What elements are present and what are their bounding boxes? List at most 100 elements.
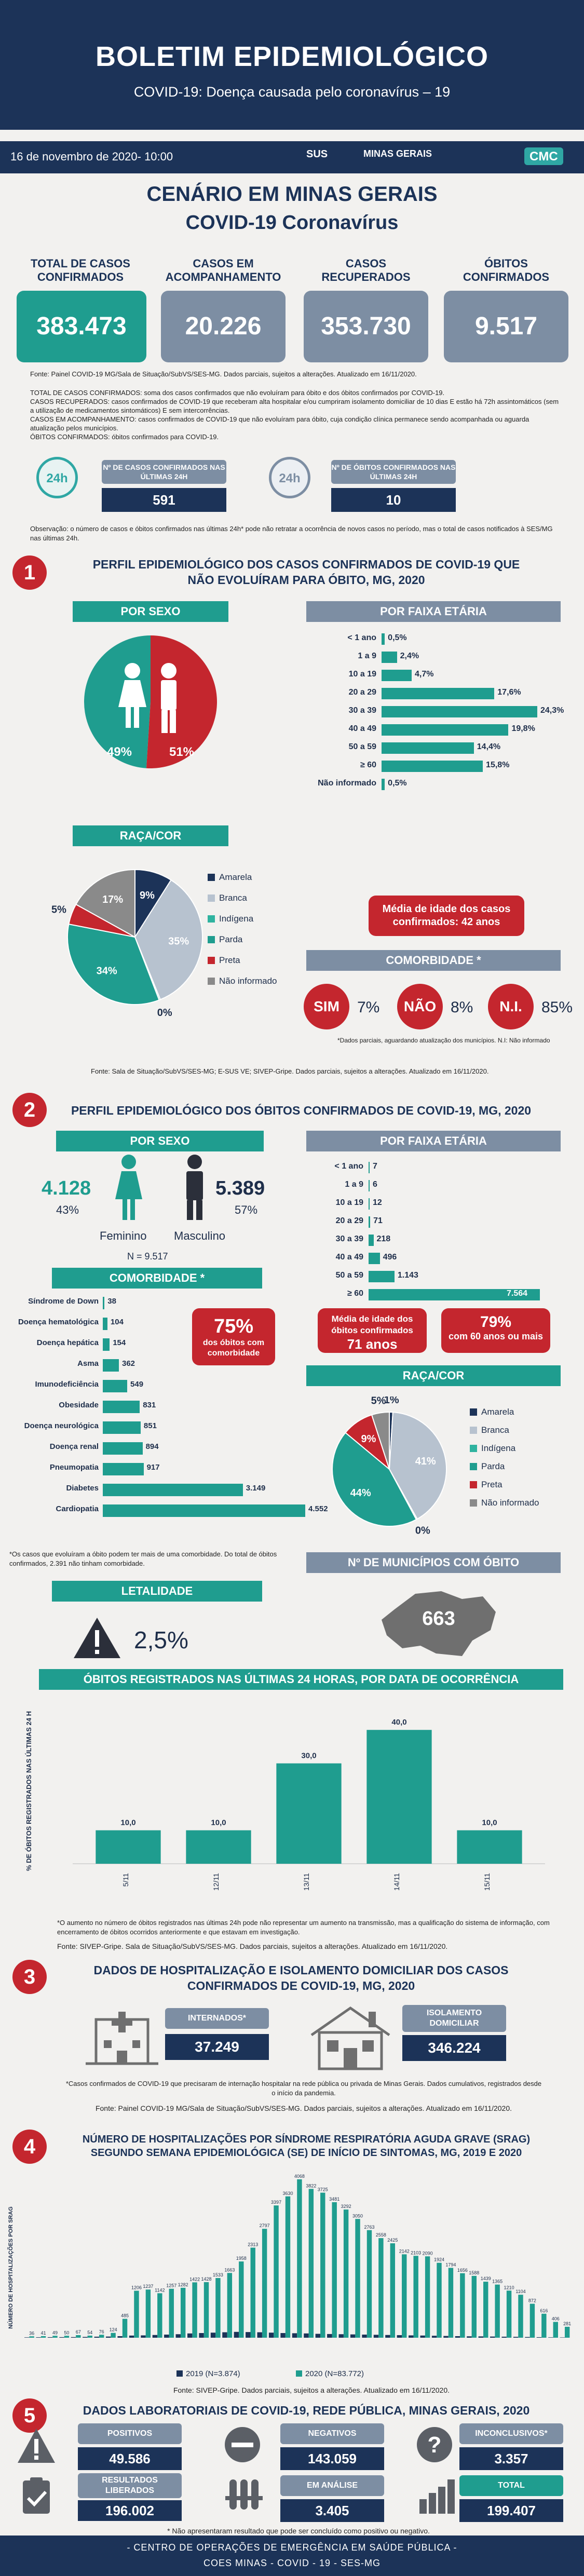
srag-bar-label: 3050 (352, 2213, 363, 2218)
bar (382, 633, 385, 645)
srag-bar-label: 1958 (236, 2256, 247, 2261)
legend-swatch (208, 978, 215, 985)
bar-label: 50 a 59 (335, 1271, 363, 1280)
srag-bar-label: 1794 (445, 2262, 456, 2267)
bar (369, 1198, 370, 1210)
srag-bar-2020 (285, 2196, 291, 2338)
srag-bar-label: 1588 (469, 2270, 479, 2275)
bar (382, 652, 397, 663)
legend-swatch (208, 915, 215, 923)
bar-label: 30 a 39 (335, 1235, 363, 1243)
srag-bar-2020 (471, 2275, 477, 2338)
bar-value: 104 (110, 1318, 124, 1326)
municipalities-value: 663 (422, 1608, 455, 1630)
hospital-icon (86, 2012, 158, 2065)
srag-bar-2019 (71, 2337, 76, 2338)
srag-bar-2020 (122, 2319, 128, 2338)
race-pie-chart-deaths: 1% 41% 0% 44% 9% 5% (332, 1397, 447, 1537)
srag-bar-label: 4068 (294, 2174, 305, 2179)
bar-label: Obesidade (59, 1401, 99, 1409)
comorb-ni-value: 85% (541, 999, 573, 1016)
bar-label: 20 a 29 (335, 1216, 363, 1225)
srag-bar-2019 (350, 2334, 356, 2338)
srag-bar-2020 (402, 2254, 407, 2338)
bulletin-date: 16 de novembro de 2020- 10:00 (10, 150, 173, 163)
section1-race-header: RAÇA/COR (73, 825, 228, 846)
srag-bar-label: 1428 (201, 2276, 211, 2282)
bar-value: 831 (143, 1401, 156, 1409)
srag-bar-2019 (560, 2337, 565, 2338)
legend-swatch (208, 957, 215, 964)
legend-item: Amarela (208, 872, 252, 883)
male-icon (161, 663, 176, 733)
bar-value: 1.143 (397, 1271, 418, 1280)
bar (103, 1338, 110, 1351)
cmc-logo: CMC (524, 147, 563, 165)
srag-bar-2020 (215, 2278, 221, 2338)
date-bar: 16 de novembro de 2020- 10:00 SUS MINAS … (0, 141, 584, 173)
srag-bar-2019 (94, 2337, 99, 2338)
legend-item: Branca (208, 893, 247, 903)
legend-swatch (470, 1427, 477, 1434)
srag-bar-label: 1282 (178, 2282, 188, 2287)
bar (369, 1216, 371, 1228)
clock-24h-icon: 24h (36, 457, 78, 498)
bar-value: 362 (122, 1359, 135, 1368)
clock-24h-icon: 24h (269, 457, 310, 498)
median-age-cases: Média de idade dos casos confirmados: 42… (369, 896, 524, 936)
deaths-n-total: N = 9.517 (127, 1251, 168, 1262)
last24-cases-label: Nº DE CASOS CONFIRMADOS NAS ÚLTIMAS 24H (102, 460, 226, 484)
legend-label: Amarela (481, 1407, 514, 1417)
srag-bar-2020 (64, 2336, 70, 2338)
srag-bar-label: 1663 (224, 2267, 235, 2272)
bar (103, 1297, 105, 1309)
srag-bar-2019 (304, 2333, 309, 2338)
bar-label: 10 a 19 (348, 670, 376, 679)
legend-2019-swatch (176, 2370, 183, 2377)
bar (103, 1504, 305, 1517)
bar-value: 3.149 (246, 1484, 266, 1493)
bar-label: Doença renal (49, 1442, 99, 1451)
deaths24-bar (186, 1830, 251, 1864)
srag-bar-2020 (40, 2336, 46, 2338)
srag-bar-2020 (239, 2261, 244, 2338)
section3-note: *Casos confirmados de COVID-19 que preci… (65, 2080, 542, 2097)
bar-label: 30 a 39 (348, 706, 376, 715)
warning-icon (18, 2429, 55, 2463)
bar-value: 0,5% (388, 633, 407, 642)
median-age-deaths-value: 71 anos (347, 1336, 398, 1352)
question-icon: ? (417, 2427, 452, 2462)
last24-deaths-value: 10 (331, 488, 456, 512)
municipalities-header: Nº DE MUNICÍPIOS COM ÓBITO (306, 1552, 561, 1573)
pie-slice-label: 17% (102, 894, 123, 905)
srag-bar-2020 (413, 2256, 418, 2338)
legend-swatch (470, 1445, 477, 1452)
srag-bar-label: 2142 (399, 2248, 410, 2254)
legend-item: Não informado (208, 976, 277, 986)
pie-slice-label: 1% (384, 1397, 399, 1406)
bar (103, 1359, 119, 1372)
legend-swatch (470, 1499, 477, 1507)
bar-label: < 1 ano (334, 1162, 363, 1171)
scenario-title: CENÁRIO EM MINAS GERAIS (146, 183, 438, 206)
srag-bar-label: 3397 (271, 2200, 281, 2205)
srag-bar-2019 (327, 2334, 332, 2338)
male-icon (186, 1155, 203, 1220)
bar-label: 40 a 49 (335, 1253, 363, 1262)
pie-slice-label: 9% (140, 890, 155, 901)
section2-sex-header: POR SEXO (56, 1131, 264, 1151)
srag-bar-2019 (362, 2335, 367, 2338)
pie-slice (388, 1412, 447, 1520)
hospitalized-value: 37.249 (165, 2034, 269, 2060)
srag-bar-2020 (203, 2282, 209, 2338)
srag-bar-2020 (29, 2336, 34, 2338)
srag-bar-2020 (274, 2205, 279, 2338)
srag-bar-2020 (145, 2289, 151, 2338)
bar-value: 71 (373, 1216, 383, 1225)
lethality-header: LETALIDADE (52, 1581, 262, 1602)
negative-label: NEGATIVOS (280, 2423, 384, 2444)
srag-bar-2019 (409, 2335, 414, 2338)
srag-bar-2019 (129, 2335, 134, 2338)
last24-deaths-label: Nº DE ÓBITOS CONFIRMADOS NAS ÚLTIMAS 24H (331, 460, 456, 484)
svg-text:24h: 24h (279, 471, 300, 485)
